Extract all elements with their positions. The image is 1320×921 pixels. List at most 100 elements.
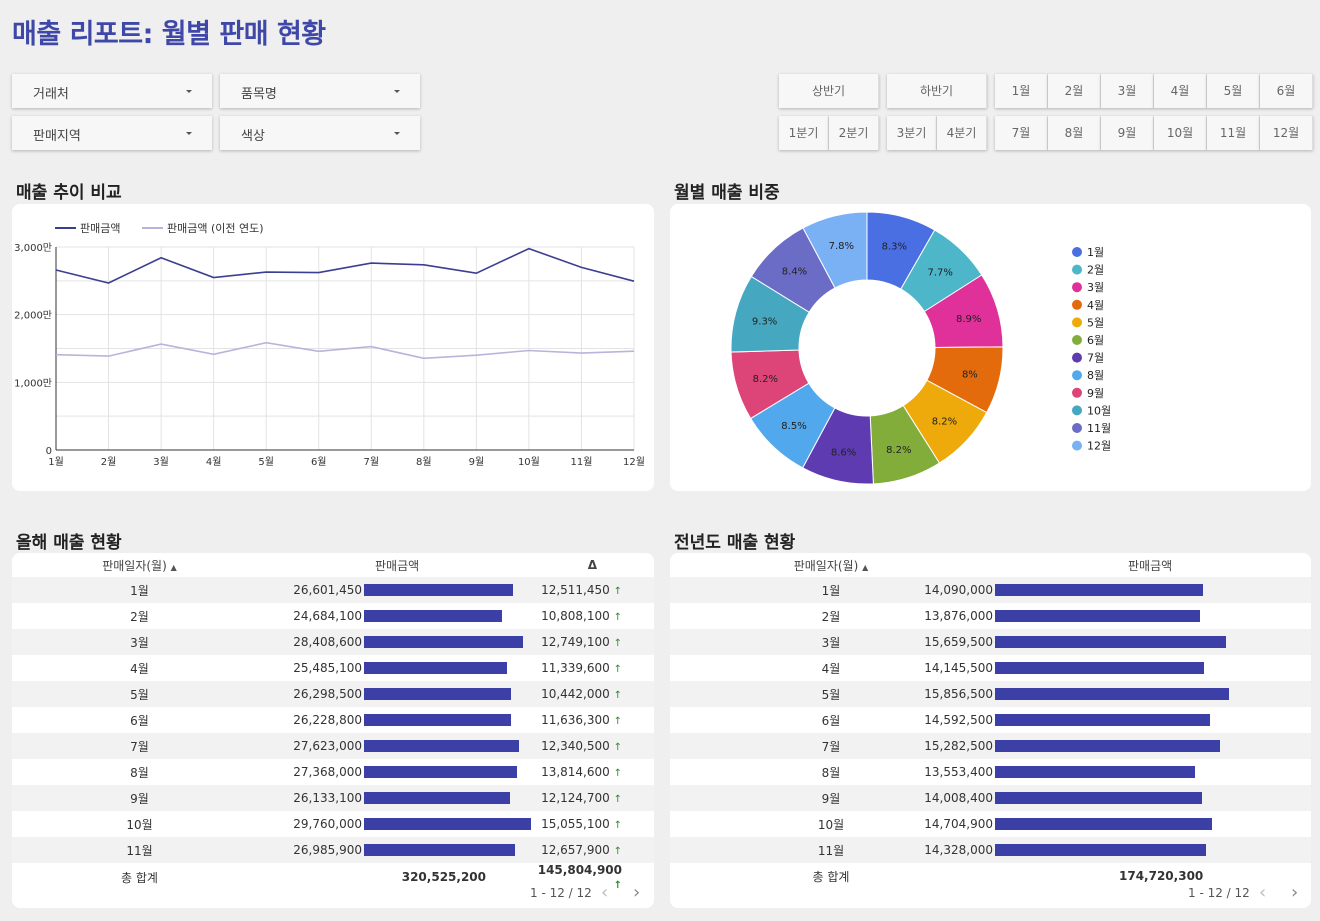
- table-row[interactable]: 2월 13,876,000: [670, 603, 1311, 629]
- arrow-up-icon: ↑: [613, 612, 622, 623]
- region-filter[interactable]: 판매지역: [12, 116, 212, 150]
- amount-value: 26,298,500: [293, 687, 362, 701]
- month-button-9[interactable]: 9월: [1101, 116, 1154, 150]
- month-button-12[interactable]: 12월: [1260, 116, 1313, 150]
- amount-cell: 15,659,500: [924, 629, 1311, 655]
- month-cell: 5월: [670, 681, 992, 707]
- series-point: [317, 350, 320, 353]
- amount-value: 15,856,500: [924, 687, 993, 701]
- month-button-2[interactable]: 2월: [1048, 74, 1101, 108]
- delta-column-header[interactable]: Δ: [531, 553, 654, 577]
- h2-button[interactable]: 하반기: [887, 74, 987, 108]
- legend-dot: [1072, 423, 1082, 433]
- prev-page-icon[interactable]: ‹: [1259, 882, 1267, 903]
- month-button-5[interactable]: 5월: [1207, 74, 1260, 108]
- legend-dot: [1072, 405, 1082, 416]
- series-point: [317, 271, 320, 274]
- q2-button[interactable]: 2분기: [829, 116, 879, 150]
- amount-bar: [364, 636, 524, 648]
- next-page-icon[interactable]: ›: [1291, 882, 1299, 903]
- amount-cell: 14,704,900: [924, 811, 1311, 837]
- total-amount: 320,525,200: [401, 870, 486, 884]
- slice-label: 8.2%: [886, 445, 911, 456]
- month-column-header[interactable]: 판매일자(월) ▲: [670, 553, 992, 577]
- table-row[interactable]: 3월 15,659,500: [670, 629, 1311, 655]
- amount-column-header[interactable]: 판매금액: [992, 553, 1311, 577]
- month-column-header[interactable]: 판매일자(월) ▲: [12, 553, 267, 577]
- chevron-down-icon: [186, 90, 192, 93]
- month-cell: 5월: [12, 681, 267, 707]
- table-row[interactable]: 1월 26,601,450 12,511,450 ↑: [12, 577, 654, 603]
- month-cell: 9월: [670, 785, 992, 811]
- table-row[interactable]: 1월 14,090,000: [670, 577, 1311, 603]
- delta-header-label: Δ: [587, 558, 597, 572]
- amount-value: 29,760,000: [293, 817, 362, 831]
- amount-value: 14,328,000: [924, 843, 993, 857]
- amount-cell: 14,592,500: [924, 707, 1311, 733]
- table-row[interactable]: 5월 15,856,500: [670, 681, 1311, 707]
- table-row[interactable]: 7월 27,623,000 12,340,500 ↑: [12, 733, 654, 759]
- table-row[interactable]: 8월 27,368,000 13,814,600 ↑: [12, 759, 654, 785]
- h1-button[interactable]: 상반기: [779, 74, 879, 108]
- q4-button[interactable]: 4분기: [937, 116, 987, 150]
- amount-value: 14,592,500: [924, 713, 993, 727]
- amount-header-label: 판매금액: [375, 558, 420, 573]
- month-button-10[interactable]: 10월: [1154, 116, 1207, 150]
- table-row[interactable]: 11월 14,328,000: [670, 837, 1311, 863]
- table-row[interactable]: 10월 14,704,900: [670, 811, 1311, 837]
- table-row[interactable]: 6월 14,592,500: [670, 707, 1311, 733]
- amount-bar: [364, 688, 512, 700]
- month-button-11[interactable]: 11월: [1207, 116, 1260, 150]
- table-row[interactable]: 2월 24,684,100 10,808,100 ↑: [12, 603, 654, 629]
- legend-dot: [1072, 264, 1082, 275]
- month-button-4[interactable]: 4월: [1154, 74, 1207, 108]
- x-tick-label: 12월: [623, 456, 645, 468]
- table-row[interactable]: 9월 26,133,100 12,124,700 ↑: [12, 785, 654, 811]
- series-point: [55, 353, 58, 356]
- amount-cell: 26,298,500: [267, 681, 531, 707]
- table-row[interactable]: 5월 26,298,500 10,442,000 ↑: [12, 681, 654, 707]
- color-filter[interactable]: 색상: [220, 116, 420, 150]
- legend-label: 4월: [1087, 299, 1104, 312]
- x-tick-label: 6월: [311, 456, 327, 468]
- table-row[interactable]: 7월 15,282,500: [670, 733, 1311, 759]
- slice-label: 8.2%: [932, 416, 957, 427]
- donut-slice-12[interactable]: [802, 211, 868, 289]
- legend-label: 5월: [1087, 316, 1104, 329]
- amount-cell: 15,856,500: [924, 681, 1311, 707]
- table-row[interactable]: 8월 13,553,400: [670, 759, 1311, 785]
- amount-column-header[interactable]: 판매금액: [267, 553, 531, 577]
- table-row[interactable]: 11월 26,985,900 12,657,900 ↑: [12, 837, 654, 863]
- table-row[interactable]: 4월 25,485,100 11,339,600 ↑: [12, 655, 654, 681]
- next-page-icon[interactable]: ›: [633, 882, 641, 903]
- table-row[interactable]: 4월 14,145,500: [670, 655, 1311, 681]
- amount-cell: 25,485,100: [267, 655, 531, 681]
- x-tick-label: 3월: [153, 456, 169, 468]
- month-button-7[interactable]: 7월: [995, 116, 1048, 150]
- q3-button[interactable]: 3분기: [887, 116, 937, 150]
- table-row[interactable]: 6월 26,228,800 11,636,300 ↑: [12, 707, 654, 733]
- legend-label: 6월: [1087, 334, 1104, 347]
- last-year-section-title: 전년도 매출 현황: [674, 533, 796, 553]
- product-filter[interactable]: 품목명: [220, 74, 420, 108]
- chevron-down-icon: [186, 132, 192, 135]
- series-point: [475, 272, 478, 275]
- month-button-8[interactable]: 8월: [1048, 116, 1101, 150]
- amount-bar: [995, 662, 1204, 674]
- month-button-3[interactable]: 3월: [1101, 74, 1154, 108]
- region-filter-label: 판매지역: [33, 129, 81, 144]
- amount-cell: 26,133,100: [267, 785, 531, 811]
- table-row[interactable]: 10월 29,760,000 15,055,100 ↑: [12, 811, 654, 837]
- legend-label: 10월: [1087, 404, 1111, 417]
- month-button-1[interactable]: 1월: [995, 74, 1048, 108]
- sort-asc-icon: ▲: [862, 562, 869, 572]
- table-row[interactable]: 9월 14,008,400: [670, 785, 1311, 811]
- last-year-pager-label: 1 - 12 / 12: [1188, 886, 1250, 900]
- month-button-6[interactable]: 6월: [1260, 74, 1313, 108]
- q1-button[interactable]: 1분기: [779, 116, 829, 150]
- legend-label: 2월: [1087, 264, 1104, 277]
- partner-filter[interactable]: 거래처: [12, 74, 212, 108]
- table-row[interactable]: 3월 28,408,600 12,749,100 ↑: [12, 629, 654, 655]
- amount-bar: [995, 740, 1221, 752]
- prev-page-icon[interactable]: ‹: [601, 882, 609, 903]
